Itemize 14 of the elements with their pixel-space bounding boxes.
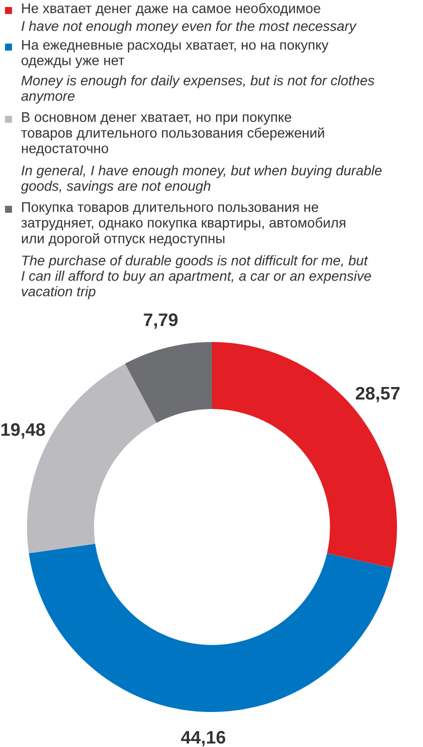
data-label: 19,48: [1, 423, 45, 439]
legend-label: В основном денег хватает, но при покупке товаров длительного пользования сбережений недостаточно: [21, 112, 324, 156]
data-label: 28,57: [356, 386, 400, 402]
text: In general, I have enough money, but when buying durable goods, savings are not enough: [21, 165, 382, 194]
legend-label: На ежедневные расходы хватает, но на покупку одежды уже нет: [22, 40, 328, 68]
donut-slice: [28, 544, 392, 712]
text: Money is enough for daily expenses, but is not for clothes anymore: [21, 75, 374, 104]
donut-slice: [125, 342, 212, 423]
data-label: 44,16: [181, 730, 226, 746]
legend-label: Покупка товаров длительного пользования не затрудняет, однако покупка квартиры, автомобиля или дорогой отпуск недоступны: [21, 202, 346, 246]
data-label: 7,79: [144, 313, 178, 329]
text: The purchase of durable goods is not difficult for me, but I can ill afford to buy an apartment, a car or an expensive vacation trip: [22, 255, 371, 300]
legend-label: Не хватает денег даже на самое необходимое: [22, 2, 320, 16]
text: I have not enough money even for the most necessary: [22, 20, 357, 34]
